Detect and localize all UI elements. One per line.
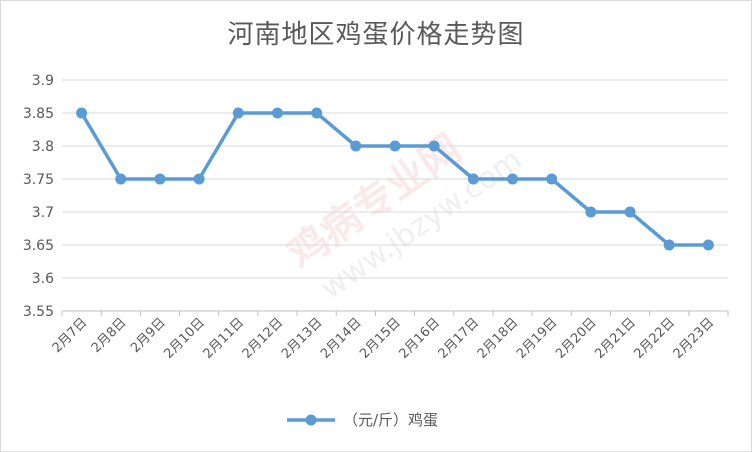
- data-point: [428, 140, 440, 152]
- data-point: [271, 107, 283, 119]
- y-tick-label: 3.8: [32, 139, 54, 155]
- data-point: [507, 173, 519, 185]
- x-tick-label: 2月22日: [632, 315, 679, 362]
- data-point: [115, 173, 127, 185]
- x-tick-label: 2月12日: [240, 315, 287, 362]
- x-tick-label: 2月7日: [50, 315, 91, 356]
- x-tick-label: 2月10日: [161, 315, 208, 362]
- y-tick-label: 3.7: [32, 205, 54, 221]
- data-point: [663, 239, 675, 251]
- data-point: [546, 173, 558, 185]
- x-tick-label: 2月13日: [279, 315, 326, 362]
- x-tick-label: 2月18日: [475, 315, 522, 362]
- chart-title: 河南地区鸡蛋价格走势图: [227, 20, 525, 50]
- x-tick-label: 2月20日: [553, 315, 600, 362]
- x-tick-label: 2月19日: [514, 315, 561, 362]
- y-tick-label: 3.75: [23, 172, 54, 188]
- legend-label: （元/斤）鸡蛋: [343, 411, 438, 429]
- x-tick-label: 2月21日: [592, 315, 639, 362]
- legend-marker-icon: [305, 414, 317, 426]
- data-point: [585, 206, 597, 218]
- y-tick-label: 3.65: [23, 238, 54, 254]
- y-axis: 3.9 3.85 3.8 3.75 3.7 3.65 3.6 3.55: [23, 73, 54, 320]
- data-point: [389, 140, 401, 152]
- data-point: [624, 206, 636, 218]
- y-tick-label: 3.6: [32, 271, 54, 287]
- x-tick-label: 2月14日: [318, 315, 365, 362]
- x-tick-label: 2月17日: [436, 315, 483, 362]
- data-point: [702, 239, 714, 251]
- data-point: [154, 173, 166, 185]
- y-tick-label: 3.85: [23, 106, 54, 122]
- legend: （元/斤）鸡蛋: [287, 411, 438, 429]
- x-tick-label: 2月15日: [357, 315, 404, 362]
- x-axis: 2月7日2月8日2月9日2月10日2月11日2月12日2月13日2月14日2月1…: [50, 311, 729, 362]
- y-tick-label: 3.55: [23, 304, 54, 320]
- data-point: [350, 140, 362, 152]
- data-point: [311, 107, 323, 119]
- x-tick-label: 2月23日: [671, 315, 718, 362]
- x-tick-label: 2月11日: [201, 315, 248, 362]
- series-layer: [76, 107, 714, 251]
- data-point: [193, 173, 205, 185]
- data-point: [232, 107, 244, 119]
- x-tick-label: 2月8日: [89, 315, 130, 356]
- data-point: [76, 107, 88, 119]
- y-tick-label: 3.9: [32, 73, 54, 89]
- x-tick-label: 2月16日: [396, 315, 443, 362]
- watermark: 鸡病专业网 www.jbzyw.com: [279, 126, 528, 307]
- data-point: [467, 173, 479, 185]
